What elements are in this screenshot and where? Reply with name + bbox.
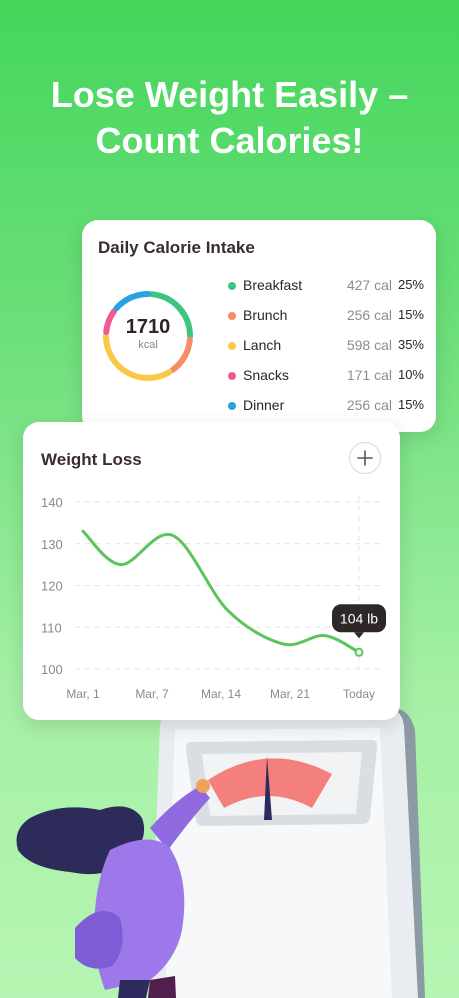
ring-segment-breakfast <box>148 291 193 340</box>
meal-row-lanch[interactable]: Lanch 598 cal 35% <box>228 334 424 364</box>
scale-illustration <box>16 708 425 998</box>
calorie-card-title: Daily Calorie Intake <box>98 238 255 257</box>
meal-list: Breakfast 427 cal 25% Brunch 256 cal 15%… <box>228 274 424 424</box>
meal-row-brunch[interactable]: Brunch 256 cal 15% <box>228 304 424 334</box>
meal-calories: 256 cal <box>346 307 392 323</box>
meal-color-dot <box>228 282 236 290</box>
calorie-total: 1710 kcal <box>100 316 196 352</box>
meal-color-dot <box>228 342 236 350</box>
meal-row-breakfast[interactable]: Breakfast 427 cal 25% <box>228 274 424 304</box>
meal-percent: 15% <box>397 397 424 412</box>
y-tick-label: 140 <box>41 495 63 510</box>
ring-segment-brunch <box>169 336 193 374</box>
weight-series-line <box>81 529 361 654</box>
y-tick-label: 110 <box>41 620 62 635</box>
calorie-total-unit: kcal <box>138 339 158 351</box>
y-tick-label: 100 <box>41 662 63 677</box>
weight-tooltip: 104 lb <box>332 604 386 639</box>
x-tick-label: Today <box>343 687 375 701</box>
meal-name: Brunch <box>243 307 288 323</box>
y-tick-label: 120 <box>41 579 63 594</box>
plus-icon <box>357 450 373 466</box>
meal-name: Lanch <box>243 337 282 353</box>
add-weight-button[interactable] <box>349 442 381 474</box>
headline-line-2: Count Calories! <box>95 120 364 161</box>
headline: Lose Weight Easily – Count Calories! <box>0 72 459 164</box>
meal-name: Dinner <box>243 397 285 413</box>
tooltip-label: 104 lb <box>340 610 378 626</box>
y-tick-label: 130 <box>41 537 63 552</box>
meal-calories: 598 cal <box>346 337 392 353</box>
meal-color-dot <box>228 372 236 380</box>
headline-line-1: Lose Weight Easily – <box>50 74 409 115</box>
meal-calories: 256 cal <box>346 397 392 413</box>
meal-percent: 15% <box>397 307 424 322</box>
meal-calories: 171 cal <box>346 367 392 383</box>
ring-segment-dinner <box>113 291 152 312</box>
x-tick-label: Mar, 14 <box>201 687 241 701</box>
meal-percent: 25% <box>397 277 424 292</box>
weight-card-title: Weight Loss <box>41 450 142 469</box>
meal-row-snacks[interactable]: Snacks 171 cal 10% <box>228 364 424 394</box>
x-tick-label: Mar, 7 <box>135 687 169 701</box>
ring-segment-lanch <box>103 332 173 381</box>
calorie-ring-chart <box>103 291 193 381</box>
meal-name: Breakfast <box>243 277 303 293</box>
meal-percent: 10% <box>397 367 424 382</box>
weight-loss-card: Weight Loss 140 130 120 110 100 Mar, 1 Mar, 7 M… <box>23 422 400 720</box>
meal-color-dot <box>228 402 236 410</box>
meal-name: Snacks <box>243 367 289 383</box>
meal-color-dot <box>228 312 236 320</box>
x-tick-label: Mar, 21 <box>270 687 310 701</box>
x-tick-label: Mar, 1 <box>66 687 100 701</box>
meal-percent: 35% <box>397 337 424 352</box>
meal-row-dinner[interactable]: Dinner 256 cal 15% <box>228 394 424 424</box>
ring-segment-snacks <box>103 308 118 336</box>
daily-calorie-card: Daily Calorie Intake 1710 kcal Breakfast… <box>82 220 436 432</box>
meal-calories: 427 cal <box>346 277 392 293</box>
calorie-total-value: 1710 <box>125 316 171 338</box>
today-point[interactable] <box>354 647 364 657</box>
